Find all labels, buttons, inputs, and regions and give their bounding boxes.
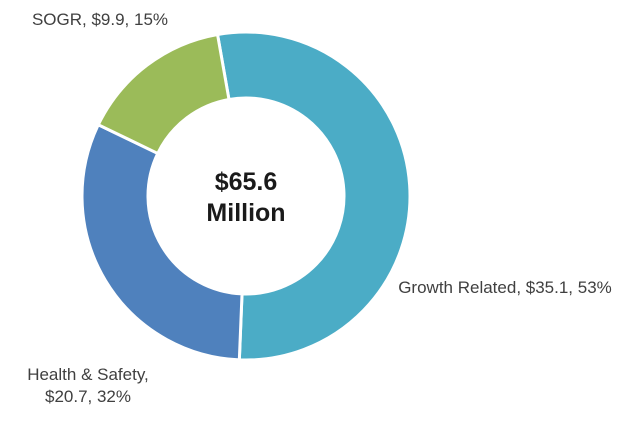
data-label: Health & Safety, $20.7, 32% [27,365,149,406]
data-label: SOGR, $9.9, 15% [31,10,169,29]
donut-segment [96,32,231,156]
data-label: Growth Related, $35.1, 53% [398,278,612,297]
donut-segment [215,30,412,362]
donut-segment [80,122,244,362]
center-label: $65.6 Million [206,168,286,227]
